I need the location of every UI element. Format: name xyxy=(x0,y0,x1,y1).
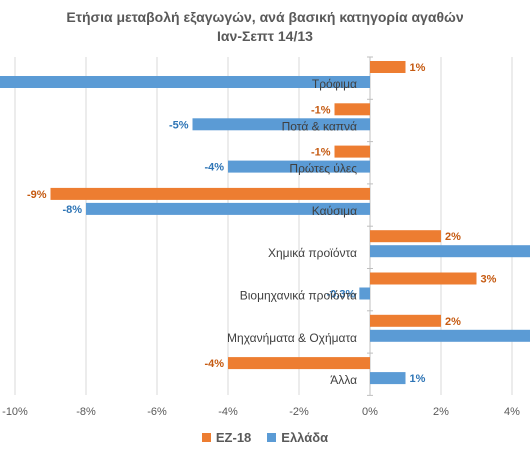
bar-greece xyxy=(370,372,406,385)
data-label: -4% xyxy=(204,358,224,370)
x-tick-label: -2% xyxy=(289,406,309,418)
bar-ez18 xyxy=(50,187,370,200)
x-tick-label: -10% xyxy=(2,406,28,418)
data-label: -0,3% xyxy=(327,289,356,301)
chart-title: Ετήσια μεταβολή εξαγωγών, ανά βασική κατ… xyxy=(0,8,530,46)
bar-greece xyxy=(228,160,370,173)
legend-item-ez18: ΕΖ-18 xyxy=(201,430,252,445)
legend-item-greece: Ελλάδα xyxy=(267,430,328,445)
chart-title-line: Ετήσια μεταβολή εξαγωγών, ανά βασική κατ… xyxy=(66,9,464,25)
category-label: Ποτά & καπνά xyxy=(282,119,357,133)
x-tick-label: -8% xyxy=(76,406,96,418)
data-label: -5% xyxy=(169,119,189,131)
x-tick-label: -4% xyxy=(218,406,238,418)
x-tick-label: 4% xyxy=(504,406,520,418)
category-label: Μηχανήματα & Οχήματα xyxy=(227,331,357,345)
chart-subtitle: Ιαν-Σεπτ 14/13 xyxy=(217,28,313,44)
data-label: 1% xyxy=(410,373,426,385)
bar-ez18 xyxy=(334,145,370,158)
bar-ez18 xyxy=(228,357,370,370)
bar-greece xyxy=(370,245,530,258)
legend-swatch-greece xyxy=(267,433,277,442)
bar-ez18 xyxy=(370,230,441,243)
category-label: Άλλα xyxy=(330,373,357,387)
data-label: -4% xyxy=(204,162,224,174)
bar-greece xyxy=(359,287,370,300)
data-label: 3% xyxy=(481,274,497,286)
data-label: -8% xyxy=(62,204,82,216)
x-tick-label: -6% xyxy=(147,406,167,418)
category-label: Βιομηχανικά προϊόντα xyxy=(240,289,357,303)
legend-swatch-ez18 xyxy=(201,433,211,442)
data-label: -1% xyxy=(311,147,331,159)
bar-greece xyxy=(86,202,370,215)
data-label: -1% xyxy=(311,104,331,116)
category-label: Πρώτες ύλες xyxy=(289,162,357,176)
bar-greece xyxy=(0,76,370,88)
legend: ΕΖ-18 Ελλάδα xyxy=(0,430,530,445)
bar-ez18 xyxy=(370,61,406,73)
x-tick-label: 2% xyxy=(433,406,449,418)
category-label: Καύσιμα xyxy=(312,204,357,218)
x-tick-label: 0% xyxy=(362,406,378,418)
data-label: 1% xyxy=(410,62,426,74)
bar-greece xyxy=(192,118,370,131)
data-label: 2% xyxy=(445,316,461,328)
data-label: -9% xyxy=(27,189,47,201)
data-label: 2% xyxy=(445,231,461,243)
legend-label-greece: Ελλάδα xyxy=(281,430,329,445)
bar-ez18 xyxy=(334,103,370,116)
legend-label-ez18: ΕΖ-18 xyxy=(215,430,252,445)
bar-ez18 xyxy=(370,314,441,327)
category-label: Τρόφιμα xyxy=(312,77,357,91)
bar-ez18 xyxy=(370,272,477,285)
category-label: Χημικά προϊόντα xyxy=(268,246,357,260)
bar-greece xyxy=(370,329,530,342)
